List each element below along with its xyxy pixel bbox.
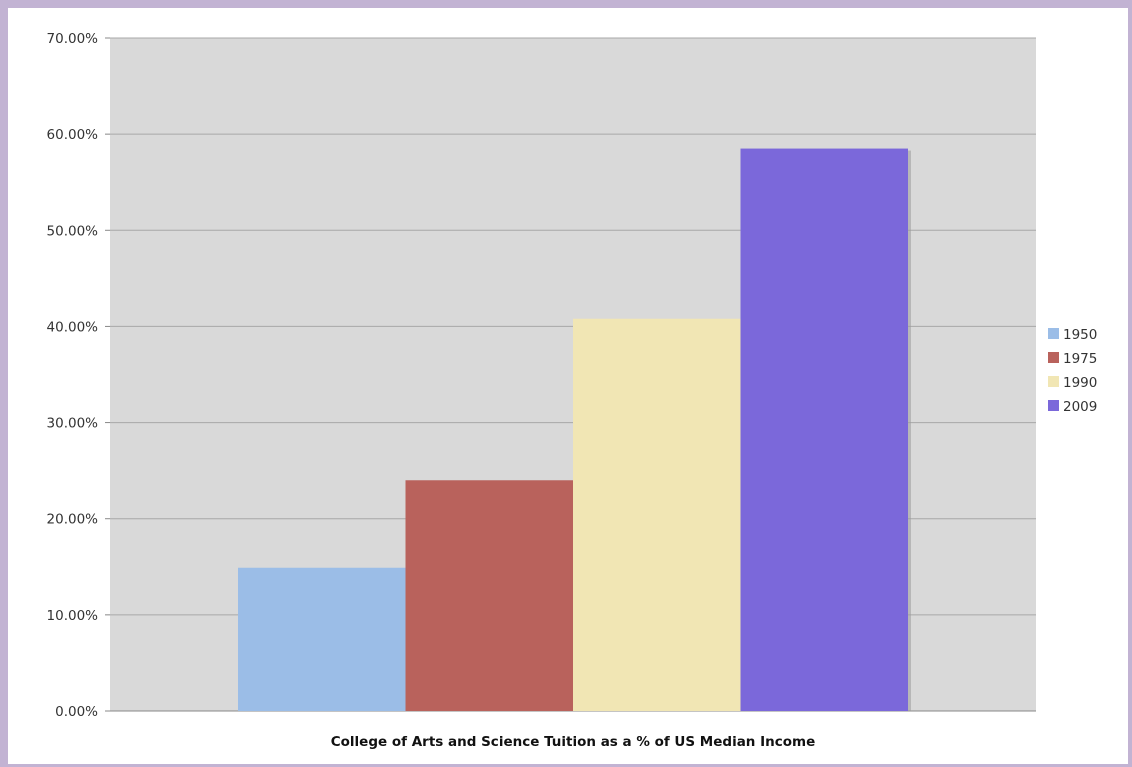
y-tick-label: 0.00% (55, 704, 98, 720)
y-tick-label: 70.00% (47, 31, 99, 47)
y-tick-label: 60.00% (47, 127, 99, 143)
y-tick-label: 50.00% (47, 223, 99, 239)
bar-2009 (740, 148, 908, 712)
bar-1990 (573, 318, 741, 711)
y-tick-label: 10.00% (47, 608, 99, 624)
legend-label: 1990 (1063, 375, 1097, 391)
legend-swatch (1048, 328, 1059, 339)
legend-swatch (1048, 376, 1059, 387)
legend-label: 1975 (1063, 351, 1097, 367)
y-tick-label: 30.00% (47, 416, 99, 432)
x-category-label: College of Arts and Science Tuition as a… (331, 734, 816, 750)
chart-frame: 0.00% 10.00% 20.00% 30.00% 40.00% 50.00% 60.00… (8, 8, 1128, 764)
bars (238, 148, 911, 712)
legend-swatch (1048, 400, 1059, 411)
legend-swatch (1048, 352, 1059, 363)
legend: 1950 1975 1990 2009 (1048, 327, 1097, 415)
bar-1950 (238, 567, 406, 711)
y-axis-ticks: 0.00% 10.00% 20.00% 30.00% 40.00% 50.00% 60.00… (47, 31, 1036, 720)
bar-chart: 0.00% 10.00% 20.00% 30.00% 40.00% 50.00% 60.00… (47, 31, 1098, 750)
bar-1975 (405, 480, 573, 711)
legend-label: 1950 (1063, 327, 1097, 343)
y-tick-label: 20.00% (47, 512, 99, 528)
legend-label: 2009 (1063, 399, 1097, 415)
y-tick-label: 40.00% (47, 319, 99, 335)
